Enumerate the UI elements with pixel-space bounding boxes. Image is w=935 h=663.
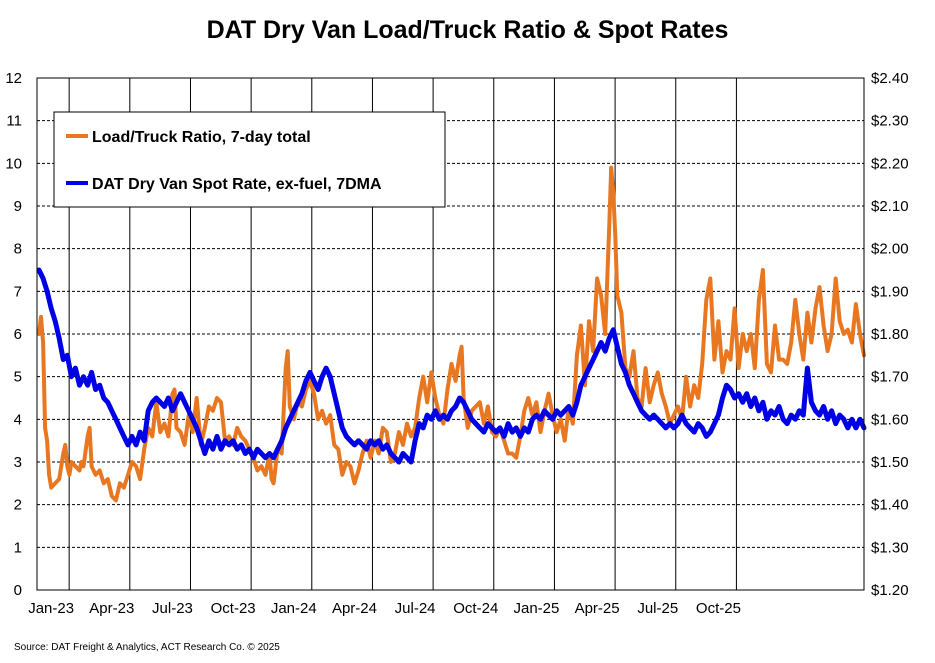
y-right-tick-label: $2.20	[871, 155, 909, 172]
grid-layer	[37, 78, 864, 590]
y-left-tick-label: 4	[14, 411, 22, 428]
y-left-tick-label: 12	[5, 70, 22, 87]
y-left-tick-label: 1	[14, 539, 22, 556]
x-tick-label: Jan-24	[271, 600, 317, 617]
y-left-tick-label: 10	[5, 155, 22, 172]
y-left-tick-label: 6	[14, 326, 22, 343]
x-tick-label: Jul-24	[395, 600, 436, 617]
source-note: Source: DAT Freight & Analytics, ACT Res…	[14, 642, 280, 653]
y-left-tick-label: 11	[6, 113, 22, 130]
legend-box	[53, 111, 446, 208]
y-right-tick-label: $1.60	[871, 411, 909, 428]
chart-title: DAT Dry Van Load/Truck Ratio & Spot Rate…	[206, 16, 729, 44]
series-layer	[36, 165, 867, 503]
x-tick-label: Jul-23	[152, 600, 193, 617]
x-tick-label: Apr-24	[332, 600, 377, 617]
y-right-tick-label: $2.30	[871, 113, 909, 130]
y-left-tick-label: 0	[14, 582, 22, 599]
y-right-tick-label: $1.40	[871, 497, 909, 514]
y-right-tick-label: $1.30	[871, 539, 909, 556]
axis-labels: 0 $1.20 1 $1.30 2 $1.40 3 $1.50 4 $1.60 5 $1.70 6 $1.…	[5, 70, 908, 617]
y-left-tick-label: 2	[14, 497, 22, 514]
x-tick-label: Apr-23	[89, 600, 134, 617]
series-line-spot-rate	[36, 267, 867, 465]
y-left-tick-label: 5	[14, 369, 22, 386]
plot-frame	[36, 77, 865, 591]
y-right-tick-label: $2.40	[871, 70, 909, 87]
legend-label-load-truck: Load/Truck Ratio, 7-day total	[92, 129, 311, 146]
y-left-tick-label: 8	[14, 241, 22, 258]
series-line-load-truck-ratio	[37, 165, 866, 503]
y-right-tick-label: $2.00	[871, 241, 909, 258]
y-right-tick-label: $1.90	[871, 283, 909, 300]
x-tick-label: Oct-23	[211, 600, 256, 617]
y-right-tick-label: $1.50	[871, 454, 909, 471]
y-left-tick-label: 7	[14, 283, 22, 300]
x-tick-label: Apr-25	[575, 600, 620, 617]
legend: Load/Truck Ratio, 7-day total DAT Dry Va…	[53, 111, 446, 208]
y-left-tick-label: 3	[14, 454, 22, 471]
x-tick-label: Oct-24	[453, 600, 498, 617]
y-left-tick-label: 9	[14, 198, 22, 215]
legend-label-spot-rate: DAT Dry Van Spot Rate, ex-fuel, 7DMA	[92, 176, 382, 193]
x-tick-label: Jul-25	[637, 600, 678, 617]
x-tick-label: Jan-23	[28, 600, 74, 617]
y-right-tick-label: $1.70	[871, 369, 909, 386]
x-tick-label: Jan-25	[513, 600, 559, 617]
y-right-tick-label: $2.10	[871, 198, 909, 215]
y-right-tick-label: $1.20	[871, 582, 909, 599]
x-tick-label: Oct-25	[696, 600, 741, 617]
y-right-tick-label: $1.80	[871, 326, 909, 343]
